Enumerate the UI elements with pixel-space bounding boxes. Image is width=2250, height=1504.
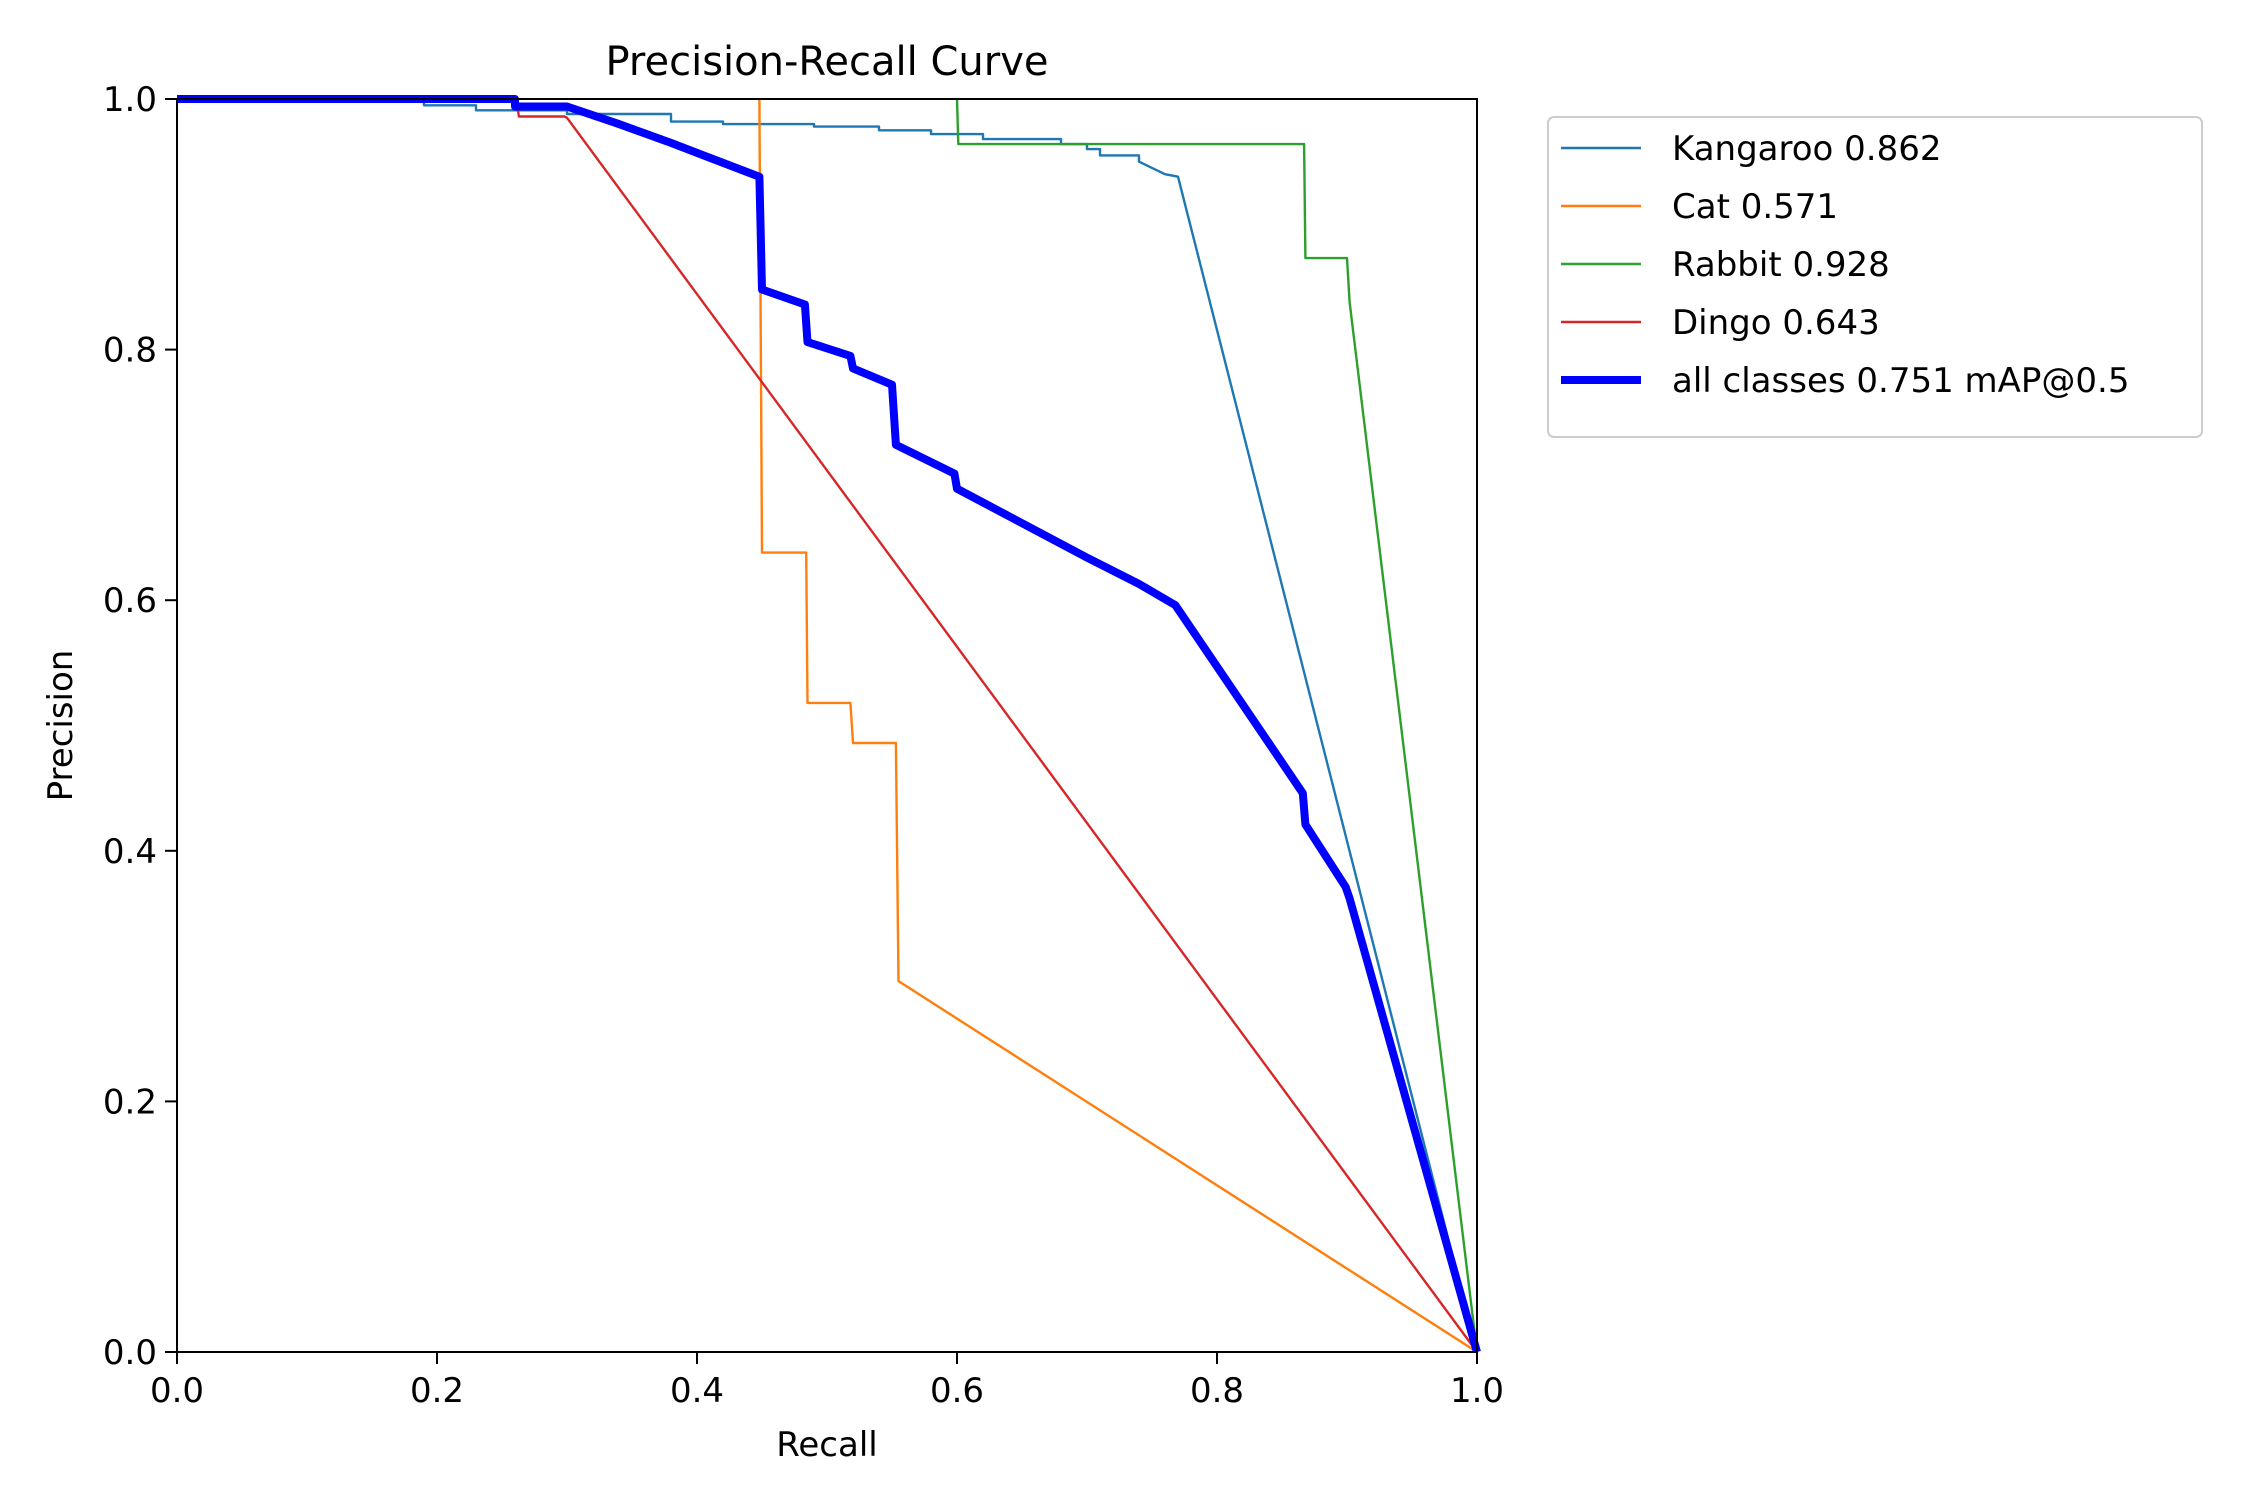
x-tick-label: 0.4 [670,1371,724,1411]
y-tick-label: 0.4 [103,832,157,872]
y-axis: 0.0 0.2 0.4 0.6 0.8 1.0 [103,80,177,1373]
legend-label-4: all classes 0.751 mAP@0.5 [1672,361,2129,401]
x-axis-label: Recall [776,1425,877,1465]
x-axis: 0.0 0.2 0.4 0.6 0.8 1.0 [150,1352,1504,1411]
x-tick-label: 0.6 [930,1371,984,1411]
x-tick-label: 0.8 [1190,1371,1244,1411]
series-line-4 [177,95,1481,1354]
series-line-1 [758,98,1478,1354]
series-line-2 [955,98,1479,1353]
y-tick-label: 0.8 [103,331,157,371]
y-tick-label: 0.2 [103,1082,157,1122]
chart-title: Precision-Recall Curve [606,39,1049,85]
legend-label-0: Kangaroo 0.862 [1672,129,1941,169]
legend-box [1547,116,2203,438]
legend-label-3: Dingo 0.643 [1672,303,1880,343]
x-tick-label: 0.2 [410,1371,464,1411]
legend-label-1: Cat 0.571 [1672,187,1838,227]
y-tick-label: 0.6 [103,581,157,621]
y-axis-label: Precision [41,650,81,802]
x-tick-label: 0.0 [150,1371,204,1411]
plot-frame [176,98,1478,1353]
y-tick-label: 0.0 [103,1333,157,1373]
y-tick-label: 1.0 [103,80,157,120]
legend: Kangaroo 0.862 Cat 0.571 Rabbit 0.928 Dingo… [1547,116,2203,438]
x-tick-label: 1.0 [1450,1371,1504,1411]
legend-label-2: Rabbit 0.928 [1672,245,1890,285]
